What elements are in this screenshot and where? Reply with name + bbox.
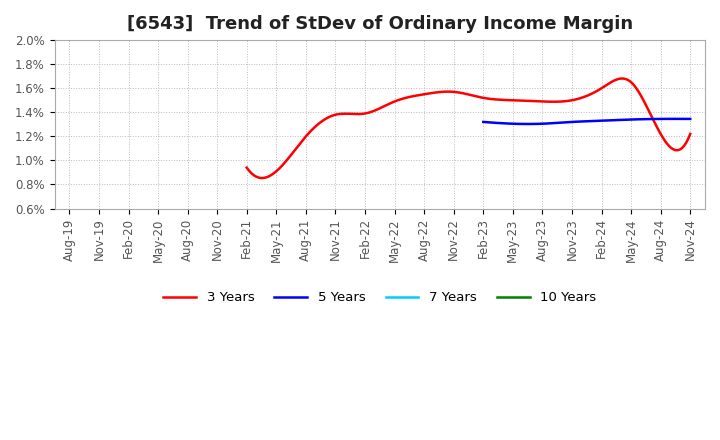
5 Years — [480, 119, 488, 125]
3 Years — [686, 131, 695, 136]
5 Years — [479, 119, 487, 125]
3 Years — [516, 98, 524, 103]
3 Years — [243, 165, 251, 170]
3 Years — [257, 176, 266, 181]
5 Years — [606, 118, 615, 123]
3 Years — [618, 76, 626, 81]
3 Years — [647, 114, 656, 119]
5 Years — [667, 116, 676, 121]
Line: 3 Years: 3 Years — [247, 78, 690, 178]
3 Years — [508, 98, 516, 103]
5 Years — [524, 121, 533, 127]
3 Years — [619, 76, 628, 81]
5 Years — [654, 116, 662, 121]
5 Years — [603, 118, 611, 123]
3 Years — [244, 167, 253, 172]
5 Years — [602, 118, 611, 123]
Legend: 3 Years, 5 Years, 7 Years, 10 Years: 3 Years, 5 Years, 7 Years, 10 Years — [158, 286, 601, 309]
Title: [6543]  Trend of StDev of Ordinary Income Margin: [6543] Trend of StDev of Ordinary Income… — [127, 15, 633, 33]
5 Years — [670, 116, 679, 121]
3 Years — [506, 98, 515, 103]
5 Years — [686, 116, 695, 121]
Line: 5 Years: 5 Years — [483, 119, 690, 124]
